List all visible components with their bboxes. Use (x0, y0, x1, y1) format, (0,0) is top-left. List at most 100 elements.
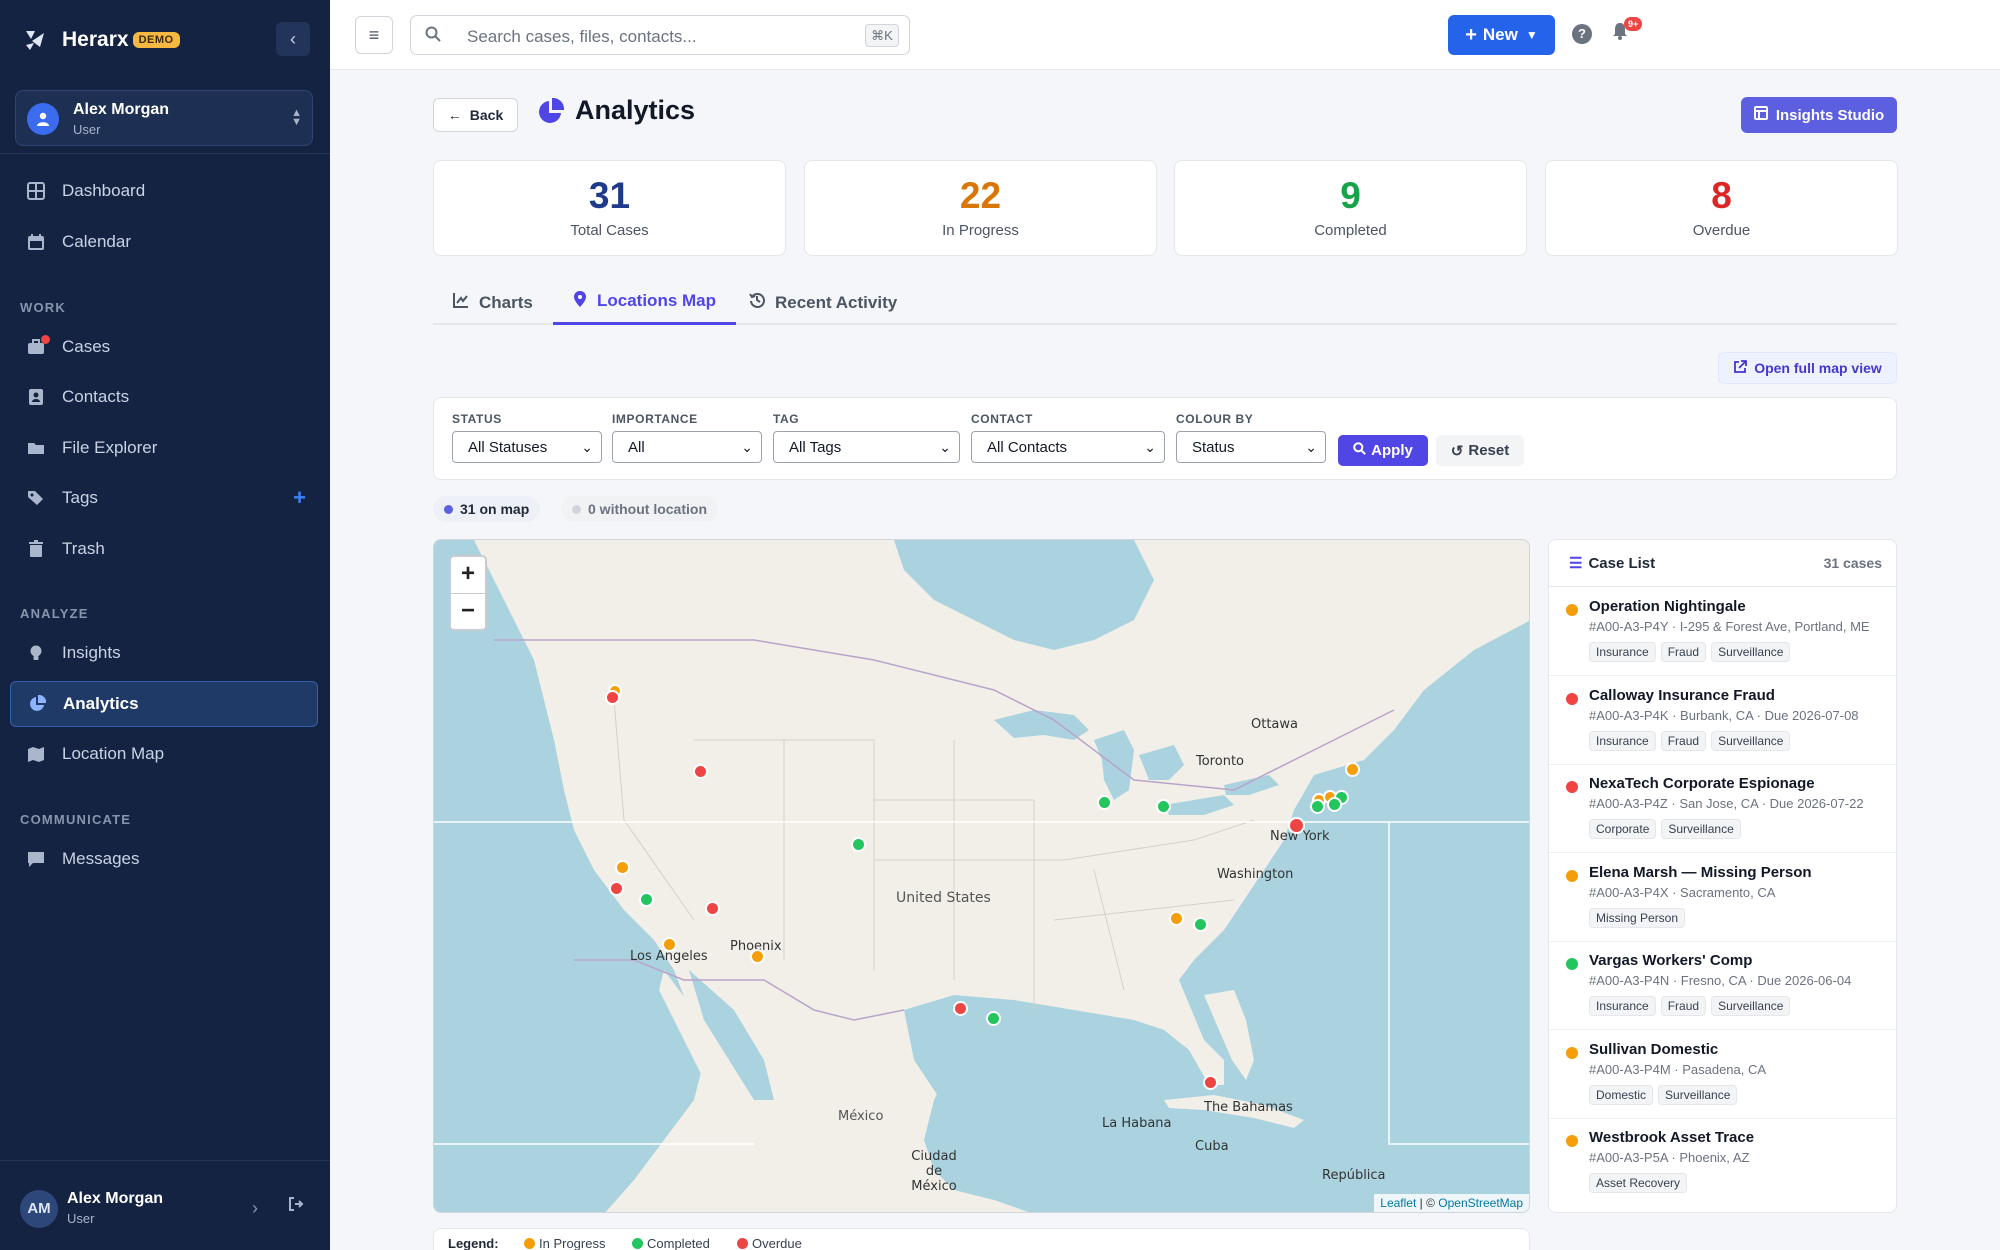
status-select[interactable]: All Statuses ⌄ (452, 431, 602, 463)
map-marker-overdue[interactable] (1288, 817, 1305, 834)
colour-by-select[interactable]: Status ⌄ (1176, 431, 1326, 463)
chevron-right-icon[interactable]: › (252, 1198, 258, 1218)
legend-label: Overdue (752, 1236, 802, 1250)
filter-panel: STATUS All Statuses ⌄ IMPORTANCE All ⌄ TAG… (433, 397, 1897, 480)
map-marker-overdue[interactable] (605, 690, 620, 705)
reset-button[interactable]: ↺ Reset (1436, 435, 1524, 466)
collapse-sidebar-button[interactable]: ‹ (276, 22, 310, 56)
sidebar-item-trash[interactable]: Trash (10, 526, 318, 572)
case-list-item[interactable]: Operation Nightingale #A00-A3-P4Y · I-29… (1549, 588, 1896, 676)
plus-icon: + (1465, 23, 1477, 46)
contact-select[interactable]: All Contacts ⌄ (971, 431, 1165, 463)
sidebar-item-contacts[interactable]: Contacts (10, 374, 318, 420)
map-marker-overdue[interactable] (1203, 1075, 1218, 1090)
case-list-item[interactable]: Westbrook Asset Trace #A00-A3-P5A · Phoe… (1549, 1119, 1896, 1207)
case-list-item[interactable]: Sullivan Domestic #A00-A3-P4M · Pasadena… (1549, 1031, 1896, 1119)
brand[interactable]: Herarx DEMO (22, 22, 180, 58)
help-icon[interactable]: ? (1572, 24, 1592, 44)
footer-user[interactable]: AM Alex Morgan User › (20, 1190, 320, 1230)
tab-locations-map[interactable]: Locations Map (553, 280, 737, 325)
map-marker-in-progress[interactable] (1169, 911, 1184, 926)
tag-badge: Fraud (1660, 731, 1707, 751)
insights-studio-button[interactable]: Insights Studio (1741, 97, 1897, 133)
add-tag-icon[interactable]: + (293, 485, 306, 510)
case-title: Vargas Workers' Comp (1589, 952, 1753, 969)
map-label: Ciudad de México (911, 1149, 957, 1194)
tag-badge: Surveillance (1711, 642, 1791, 662)
tab-charts[interactable]: Charts (433, 280, 553, 325)
calendar-icon (26, 232, 46, 252)
zoom-out-button[interactable]: − (460, 597, 475, 624)
reset-label: Reset (1468, 442, 1510, 459)
back-button[interactable]: ← Back (433, 98, 518, 132)
filter-label: IMPORTANCE (612, 412, 698, 426)
hamburger-icon: ≡ (368, 25, 380, 45)
locations-map[interactable]: Ottawa Toronto New York Washington Unite… (433, 539, 1530, 1213)
external-link-icon (1733, 359, 1748, 377)
stat-card-overdue: 8 Overdue (1545, 160, 1898, 256)
topbar: ≡ Search cases, files, contacts... ⌘K + … (330, 0, 2000, 70)
map-marker-overdue[interactable] (953, 1001, 968, 1016)
map-label: The Bahamas (1204, 1100, 1293, 1115)
map-marker-completed[interactable] (1097, 795, 1112, 810)
tag-select[interactable]: All Tags ⌄ (773, 431, 960, 463)
map-marker-in-progress[interactable] (662, 937, 677, 952)
case-list-item[interactable]: Calloway Insurance Fraud #A00-A3-P4K · B… (1549, 677, 1896, 765)
stat-value: 9 (1340, 175, 1361, 216)
lightbulb-icon (26, 643, 46, 663)
zoom-in-button[interactable]: + (460, 560, 475, 587)
sidebar-item-messages[interactable]: Messages (10, 836, 318, 882)
map-marker-overdue[interactable] (705, 901, 720, 916)
search-input[interactable]: Search cases, files, contacts... (467, 27, 697, 46)
chevron-down-icon: ⌄ (741, 438, 753, 455)
logout-icon[interactable] (288, 1196, 304, 1217)
open-full-map-label: Open full map view (1754, 360, 1882, 376)
map-marker-completed[interactable] (1327, 797, 1342, 812)
sidebar-item-cases[interactable]: Cases (10, 324, 318, 370)
sidebar-item-location-map[interactable]: Location Map (10, 731, 318, 777)
importance-select[interactable]: All ⌄ (612, 431, 762, 463)
map-marker-in-progress[interactable] (750, 949, 765, 964)
tag-badge: Fraud (1660, 996, 1707, 1016)
case-list-item[interactable]: Vargas Workers' Comp #A00-A3-P4N · Fresn… (1549, 942, 1896, 1030)
map-marker-in-progress[interactable] (1345, 762, 1360, 777)
without-location-count: 0 without location (588, 501, 707, 517)
map-label: Phoenix (730, 939, 782, 954)
user-switcher[interactable]: Alex Morgan User ▲ ▼ (15, 90, 313, 146)
logo-icon (22, 27, 48, 53)
sidebar-item-analytics[interactable]: Analytics (10, 681, 318, 727)
osm-link[interactable]: OpenStreetMap (1438, 1196, 1523, 1210)
map-marker-in-progress[interactable] (615, 860, 630, 875)
map-label: Toronto (1196, 754, 1244, 769)
map-pin-icon (573, 290, 587, 313)
sidebar-item-dashboard[interactable]: Dashboard (10, 168, 318, 214)
page-title-text: Analytics (575, 95, 696, 125)
section-label-analyze: ANALYZE (20, 606, 89, 621)
map-marker-overdue[interactable] (693, 764, 708, 779)
sidebar-item-calendar[interactable]: Calendar (10, 219, 318, 265)
map-marker-completed[interactable] (639, 892, 654, 907)
sidebar-item-tags[interactable]: Tags + (10, 475, 318, 521)
map-marker-completed[interactable] (986, 1011, 1001, 1026)
map-marker-completed[interactable] (1193, 917, 1208, 932)
arrow-left-icon: ← (447, 107, 462, 123)
case-tags: Insurance Fraud Surveillance (1589, 996, 1795, 1016)
case-list-item[interactable]: NexaTech Corporate Espionage #A00-A3-P4Z… (1549, 765, 1896, 853)
menu-button[interactable]: ≡ (355, 16, 393, 54)
tab-recent-activity[interactable]: Recent Activity (729, 280, 917, 325)
leaflet-link[interactable]: Leaflet (1380, 1196, 1417, 1210)
sidebar-item-file-explorer[interactable]: File Explorer (10, 425, 318, 471)
open-full-map-button[interactable]: Open full map view (1718, 352, 1897, 384)
new-button[interactable]: + New ▼ (1448, 15, 1555, 55)
bell-icon[interactable] (1612, 22, 1628, 45)
map-marker-completed[interactable] (1156, 799, 1171, 814)
map-marker-overdue[interactable] (609, 881, 624, 896)
sidebar-item-insights[interactable]: Insights (10, 630, 318, 676)
map-marker-completed[interactable] (1310, 799, 1325, 814)
folder-icon (26, 438, 46, 458)
search-bar[interactable]: Search cases, files, contacts... ⌘K (410, 15, 910, 55)
apply-button[interactable]: Apply (1338, 435, 1428, 466)
case-list-item[interactable]: Elena Marsh — Missing Person #A00-A3-P4X… (1549, 854, 1896, 942)
map-label: Cuba (1195, 1139, 1229, 1154)
map-marker-completed[interactable] (851, 837, 866, 852)
